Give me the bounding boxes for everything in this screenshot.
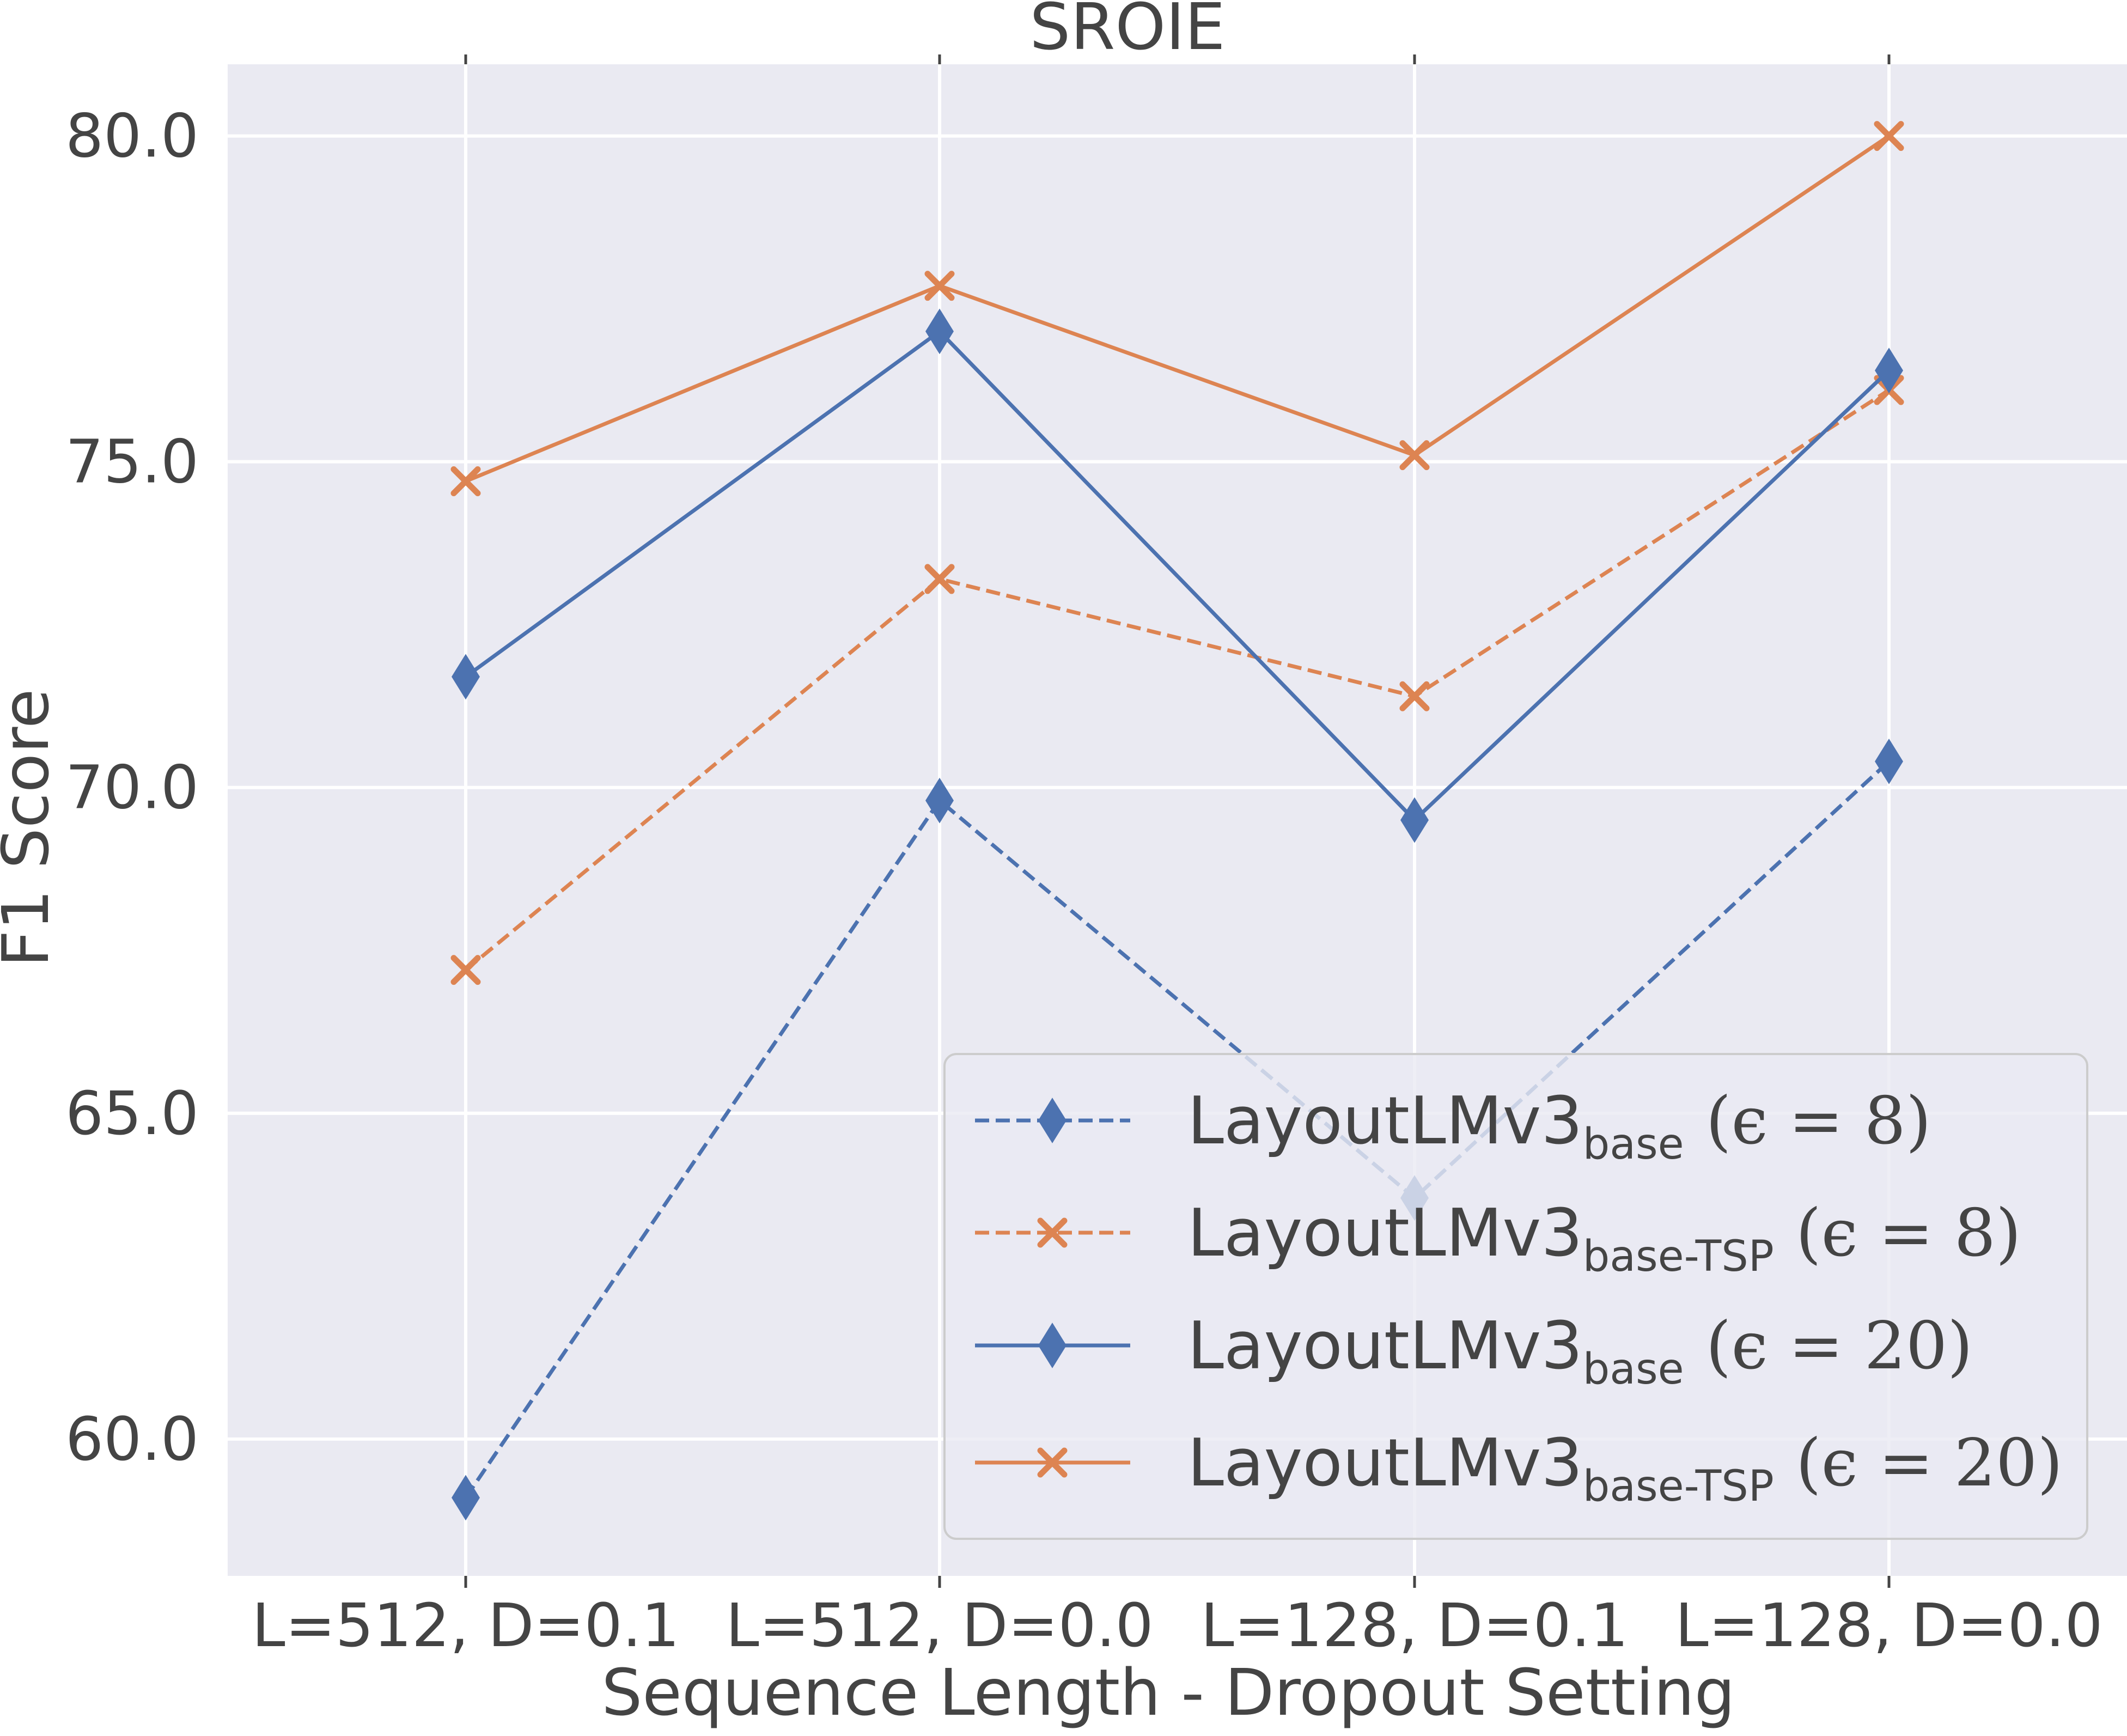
legend-entry: LayoutLMv3base-TSP (ϵ = 20) (975, 1426, 2063, 1511)
diamond-marker (452, 1475, 480, 1521)
x-marker (450, 466, 481, 497)
series-line (464, 760, 1891, 1499)
legend-box (943, 1053, 2088, 1540)
legend-label: LayoutLMv3base (ϵ = 20) (1187, 1308, 1973, 1394)
legend-entry: LayoutLMv3base (ϵ = 8) (975, 1083, 1931, 1169)
legend-entry: LayoutLMv3base (ϵ = 20) (975, 1308, 1973, 1394)
x-marker (1037, 1217, 1068, 1248)
axis-labels: 60.0 65.0 70.0 75.0 80.0 L=512, D=0.1 L=512, D… (65, 101, 2103, 1660)
diamond-marker (925, 777, 954, 824)
y-tick-label: 70.0 (65, 753, 199, 823)
chart-title: SROIE (1029, 0, 1225, 64)
tick-marks (464, 54, 1891, 1588)
diamond-marker (1875, 738, 1903, 784)
y-tick-label: 60.0 (65, 1404, 199, 1474)
legend-label: LayoutLMv3base-TSP (ϵ = 8) (1187, 1196, 2021, 1281)
series-line (465, 134, 1890, 483)
diamond-marker (925, 308, 954, 355)
y-axis-label: F1 Score (0, 689, 63, 967)
x-marker (924, 271, 955, 301)
legend-entry: LayoutLMv3base-TSP (ϵ = 8) (975, 1196, 2021, 1281)
x-marker (924, 564, 955, 594)
x-tick-label: L=512, D=0.1 (252, 1591, 679, 1660)
x-axis-label: Sequence Length - Dropout Setting (601, 1655, 1735, 1730)
x-tick-label: L=128, D=0.1 (1200, 1591, 1628, 1660)
x-marker (1399, 440, 1430, 471)
y-tick-label: 80.0 (65, 101, 199, 171)
x-tick-label: L=512, D=0.0 (726, 1591, 1153, 1660)
legend-label: LayoutLMv3base (ϵ = 8) (1187, 1083, 1931, 1169)
diamond-marker (1400, 797, 1429, 843)
diamond-marker (452, 654, 480, 700)
legend-label: LayoutLMv3base-TSP (ϵ = 20) (1187, 1426, 2063, 1511)
series-layer (450, 121, 1904, 1521)
series-4 (450, 121, 1904, 497)
y-tick-label: 75.0 (65, 427, 199, 497)
x-marker (450, 955, 481, 985)
diamond-marker (1038, 1098, 1066, 1143)
diamond-marker (1875, 348, 1903, 394)
x-marker (1037, 1447, 1068, 1478)
series-line (464, 329, 1891, 822)
legend: LayoutLMv3base (ϵ = 8) LayoutLMv3base-TSP(… (943, 1053, 2088, 1540)
series-3 (452, 308, 1903, 843)
diamond-marker (1038, 1323, 1066, 1368)
x-marker (1874, 121, 1904, 151)
x-tick-label: L=128, D=0.0 (1675, 1591, 2102, 1660)
x-marker (1399, 681, 1430, 711)
series-line (464, 388, 1890, 972)
y-tick-label: 65.0 (65, 1079, 199, 1148)
